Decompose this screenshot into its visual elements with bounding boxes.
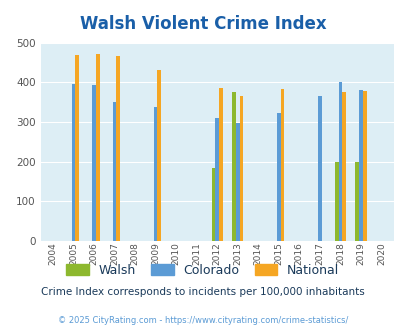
Bar: [276, 114, 280, 241]
Bar: [71, 84, 75, 241]
Bar: [362, 91, 366, 241]
Bar: [280, 89, 283, 241]
Bar: [215, 118, 219, 241]
Bar: [239, 96, 243, 241]
Bar: [211, 168, 215, 241]
Bar: [358, 90, 362, 241]
Bar: [219, 88, 222, 241]
Bar: [341, 92, 345, 241]
Bar: [232, 92, 235, 241]
Bar: [334, 162, 338, 241]
Bar: [153, 108, 157, 241]
Bar: [338, 82, 341, 241]
Bar: [92, 85, 96, 241]
Bar: [113, 102, 116, 241]
Legend: Walsh, Colorado, National: Walsh, Colorado, National: [61, 259, 344, 282]
Bar: [96, 54, 99, 241]
Bar: [157, 70, 161, 241]
Bar: [354, 162, 358, 241]
Text: Walsh Violent Crime Index: Walsh Violent Crime Index: [79, 15, 326, 33]
Bar: [317, 96, 321, 241]
Bar: [235, 123, 239, 241]
Text: © 2025 CityRating.com - https://www.cityrating.com/crime-statistics/: © 2025 CityRating.com - https://www.city…: [58, 315, 347, 325]
Bar: [116, 56, 120, 241]
Bar: [75, 55, 79, 241]
Text: Crime Index corresponds to incidents per 100,000 inhabitants: Crime Index corresponds to incidents per…: [41, 287, 364, 297]
